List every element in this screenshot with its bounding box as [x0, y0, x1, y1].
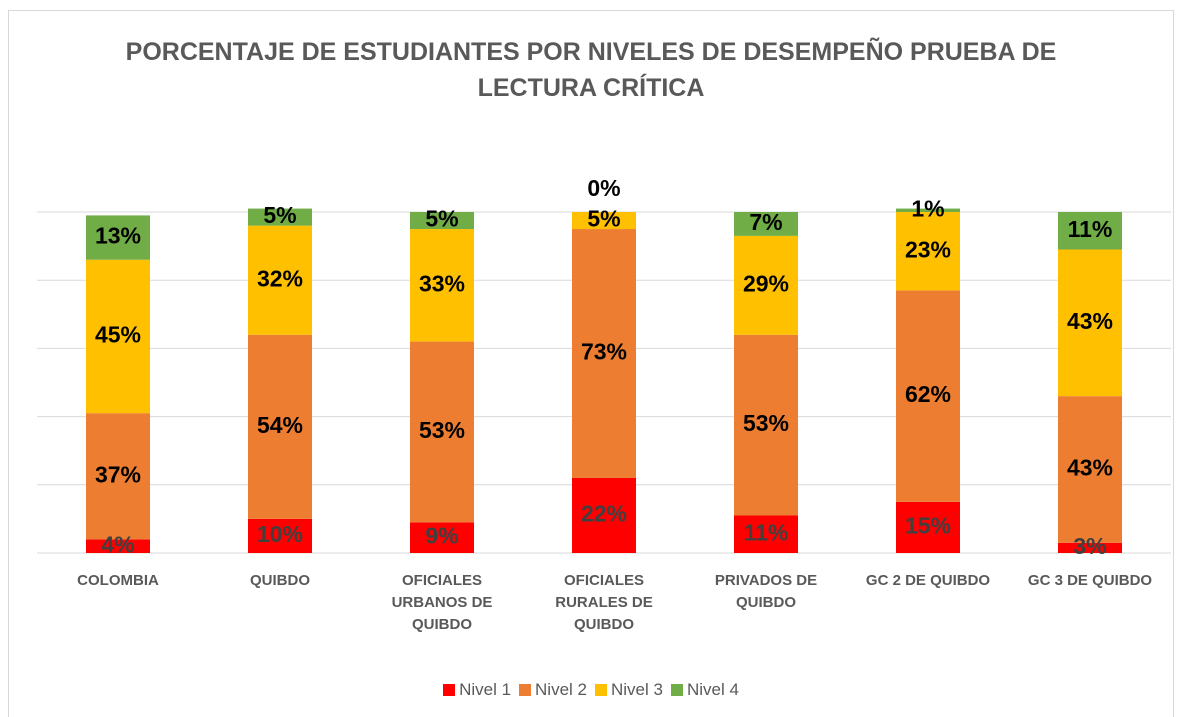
bar-segment — [734, 515, 798, 553]
data-label: 32% — [257, 265, 303, 291]
bar-segment — [734, 212, 798, 236]
chart-frame — [8, 10, 1174, 717]
data-label: 53% — [743, 410, 789, 436]
bar-segment — [572, 229, 636, 478]
data-label: 5% — [587, 206, 620, 232]
data-label: 29% — [743, 270, 789, 296]
data-label: 7% — [749, 209, 782, 235]
bar-segment — [86, 215, 150, 260]
bar-segment — [410, 212, 474, 230]
data-label: 73% — [581, 339, 627, 365]
legend-item: Nivel 3 — [595, 680, 663, 700]
legend-item: Nivel 4 — [670, 680, 739, 700]
data-label: 13% — [95, 223, 141, 249]
bar-segment — [1058, 396, 1122, 543]
data-label: 5% — [263, 202, 296, 228]
data-label: 15% — [905, 513, 951, 539]
bar-segment — [86, 413, 150, 540]
legend-item: Nivel 2 — [519, 680, 587, 700]
bar-segment — [248, 208, 312, 226]
x-tick-label: GC 3 DE QUIBDO — [1027, 572, 1153, 589]
legend-swatch — [519, 684, 532, 696]
legend-swatch — [443, 684, 456, 696]
x-tick-label: COLOMBIA — [77, 572, 159, 589]
bar-segment — [896, 290, 960, 502]
legend-swatch — [595, 684, 607, 696]
data-label: 37% — [95, 461, 141, 487]
x-tick-label: GC 2 DE QUIBDO — [865, 572, 991, 589]
bar-segment — [410, 522, 474, 553]
bar-segment — [86, 259, 150, 414]
bar-segment — [410, 229, 474, 342]
data-label: 1% — [911, 195, 944, 221]
bar-segment — [1058, 212, 1122, 250]
data-label: 9% — [425, 523, 458, 549]
bar-segment — [1058, 249, 1122, 397]
data-label: 43% — [1067, 308, 1113, 334]
legend-swatch — [670, 684, 683, 696]
bar-segment — [572, 212, 636, 230]
legend-label: Nivel 4 — [686, 680, 739, 699]
legend-item: Nivel 1 — [443, 680, 511, 700]
bar-segment — [896, 501, 960, 553]
x-tick-label: OFICIALES URBANOS DE QUIBDO — [391, 572, 493, 633]
chart-title: PORCENTAJE DE ESTUDIANTES POR NIVELES DE… — [125, 38, 1057, 102]
bar-segment — [572, 477, 636, 553]
bar-segment — [410, 341, 474, 523]
x-tick-label: OFICIALES RURALES DE QUIBDO — [555, 572, 653, 633]
bar-segment — [86, 539, 150, 553]
data-label: 11% — [744, 519, 789, 545]
data-label: 11% — [1068, 216, 1113, 242]
data-label: 3% — [1073, 533, 1106, 559]
data-label: 62% — [905, 381, 951, 407]
x-tick-label: QUIBDO — [250, 572, 310, 589]
bar-segment — [734, 235, 798, 335]
bar-segment — [1058, 542, 1122, 553]
legend-label: Nivel 2 — [535, 680, 587, 699]
data-label: 43% — [1067, 455, 1113, 481]
data-label: 0% — [587, 175, 620, 201]
data-label: 10% — [257, 521, 303, 547]
bar-segment — [896, 212, 960, 291]
bar-segment — [734, 334, 798, 516]
data-label: 54% — [257, 412, 303, 438]
data-label: 45% — [95, 322, 141, 348]
bar-segment — [248, 334, 312, 519]
data-label: 5% — [425, 206, 458, 232]
data-label: 53% — [419, 417, 465, 443]
legend: Nivel 1 Nivel 2 Nivel 3 Nivel 4 — [0, 680, 1182, 700]
x-tick-label: PRIVADOS DE QUIBDO — [714, 572, 818, 611]
bar-segment — [248, 225, 312, 335]
bar-segment — [896, 208, 960, 212]
data-label: 33% — [419, 270, 465, 296]
data-label: 23% — [905, 236, 951, 262]
legend-label: Nivel 3 — [611, 680, 663, 699]
legend-label: Nivel 1 — [459, 680, 512, 699]
data-label: 22% — [581, 501, 627, 527]
bar-segment — [248, 518, 312, 553]
data-label: 4% — [101, 531, 134, 557]
